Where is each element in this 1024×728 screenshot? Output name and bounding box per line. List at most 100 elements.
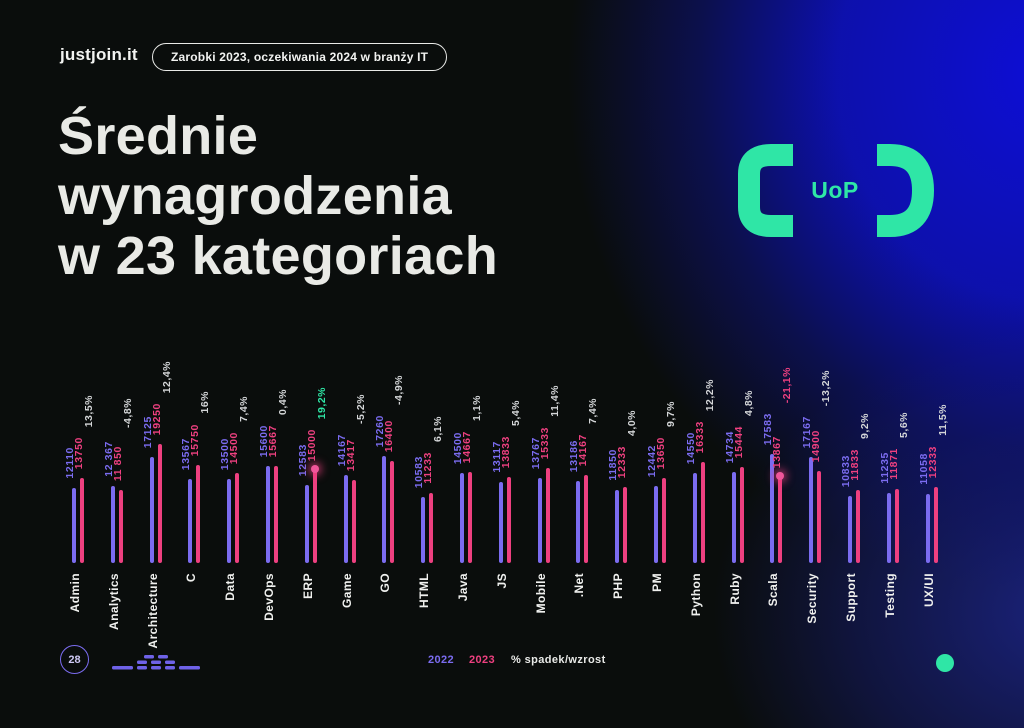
bar-2022 xyxy=(344,475,348,563)
bar-2023 xyxy=(196,465,200,563)
page-title-line1: Średnie xyxy=(58,106,259,166)
category-label: Python xyxy=(689,573,703,617)
bar-value-2023-label: 19250 xyxy=(151,402,163,435)
category-label: ERP xyxy=(301,573,315,599)
bar-2023 xyxy=(817,471,821,563)
bar-value-2023-label: 14500 xyxy=(228,431,240,464)
bar-2022 xyxy=(732,472,736,563)
category-label: Architecture xyxy=(146,573,160,649)
category-label: UX/UI xyxy=(922,573,936,608)
bar-value-2023-label: 11 850 xyxy=(112,445,124,481)
justjoinit-logo: justjoin.it xyxy=(60,45,138,64)
bar-value-2023-label: 13867 xyxy=(771,435,783,468)
category-label: JS xyxy=(495,573,509,589)
change-percent-label: 19,2% xyxy=(316,386,328,419)
change-percent-label: 7,4% xyxy=(587,398,599,424)
bar-2023 xyxy=(468,472,472,563)
bar-2023 xyxy=(507,477,511,563)
bar-2022 xyxy=(266,466,270,563)
category-label: Data xyxy=(223,573,237,601)
change-percent-label: -13,2% xyxy=(820,369,832,406)
bar-2022 xyxy=(499,482,503,563)
bar-2023 xyxy=(80,478,84,563)
change-percent-label: 6,1% xyxy=(432,416,444,442)
bar-2022 xyxy=(538,478,542,563)
category-label: HTML xyxy=(417,573,431,608)
report-subtitle-badge: Zarobki 2023, oczekiwania 2024 w branży … xyxy=(152,43,448,71)
category-label: PM xyxy=(650,573,664,592)
bar-2023 xyxy=(584,475,588,563)
bar-2023 xyxy=(313,470,317,563)
bar-2022 xyxy=(926,494,930,563)
uop-logo: UoP xyxy=(735,143,935,238)
bar-2022 xyxy=(576,481,580,563)
bar-2022 xyxy=(848,496,852,563)
bar-value-2023-label: 14667 xyxy=(461,430,473,463)
bar-value-2023-label: 13833 xyxy=(500,435,512,468)
bar-2022 xyxy=(421,497,425,563)
category-label: Analytics xyxy=(107,573,121,630)
peak-dot xyxy=(310,465,319,473)
bar-2023 xyxy=(546,468,550,563)
bar-2023 xyxy=(934,487,938,563)
bar-2023 xyxy=(662,478,666,563)
bar-2023 xyxy=(856,490,860,563)
bar-value-2023-label: 13650 xyxy=(655,436,667,469)
change-percent-label: 12,2% xyxy=(704,378,716,411)
bar-2023 xyxy=(274,466,278,563)
change-percent-label: 12,4% xyxy=(161,360,173,393)
bar-2022 xyxy=(770,454,774,563)
category-label: .Net xyxy=(572,573,586,598)
bar-2022 xyxy=(188,479,192,563)
bar-2023 xyxy=(740,467,744,563)
bar-value-2023-label: 14900 xyxy=(810,429,822,462)
bar-value-2023-label: 12333 xyxy=(616,445,628,478)
green-dot-decoration xyxy=(936,654,954,672)
bar-value-2023-label: 15667 xyxy=(267,424,279,457)
bar-value-2023-label: 11833 xyxy=(849,449,861,481)
page-number-badge: 28 xyxy=(60,645,89,674)
change-percent-label: -21,1% xyxy=(781,366,793,403)
change-percent-label: 9,2% xyxy=(859,413,871,439)
change-percent-label: 11,5% xyxy=(937,404,949,436)
category-label: PHP xyxy=(611,573,625,599)
bar-2023 xyxy=(235,473,239,563)
page-title-line3: w 23 kategoriach xyxy=(58,226,498,286)
bar-2023 xyxy=(390,461,394,563)
change-percent-label: 5,4% xyxy=(510,400,522,426)
page-title-line2: wynagrodzenia xyxy=(58,166,452,226)
bar-2022 xyxy=(305,485,309,563)
change-percent-label: 1,1% xyxy=(471,395,483,421)
bar-value-2023-label: 15000 xyxy=(306,428,318,461)
peak-dot xyxy=(775,472,784,480)
bar-2022 xyxy=(615,490,619,563)
bar-value-2023-label: 11233 xyxy=(422,452,434,484)
bar-2023 xyxy=(778,477,782,563)
change-percent-label: 7,4% xyxy=(238,396,250,422)
legend-2023: 2023 xyxy=(469,654,496,666)
category-label: Mobile xyxy=(534,573,548,614)
change-percent-label: 4,8% xyxy=(743,390,755,416)
change-percent-label: 11,4% xyxy=(549,385,561,417)
change-percent-label: -4,8% xyxy=(122,398,134,428)
bar-2022 xyxy=(72,488,76,563)
bar-2023 xyxy=(701,462,705,563)
legend-2022: 2022 xyxy=(428,654,455,666)
change-percent-label: 4,0% xyxy=(626,410,638,436)
category-label: GO xyxy=(378,573,392,593)
category-label: C xyxy=(184,573,198,583)
bar-2023 xyxy=(429,493,433,563)
bar-2022 xyxy=(654,486,658,563)
bar-value-2023-label: 16333 xyxy=(694,420,706,453)
bar-2022 xyxy=(809,457,813,563)
category-label: Support xyxy=(844,573,858,622)
bar-value-2023-label: 16400 xyxy=(383,419,395,452)
uop-brackets-icon xyxy=(738,144,934,237)
category-label: DevOps xyxy=(262,573,276,621)
uop-logo-label: UoP xyxy=(811,177,859,203)
justjoinit-equalizer-icon xyxy=(112,655,200,670)
bar-2023 xyxy=(119,490,123,563)
bar-value-2023-label: 12333 xyxy=(927,445,939,478)
change-percent-label: -4,9% xyxy=(393,375,405,405)
